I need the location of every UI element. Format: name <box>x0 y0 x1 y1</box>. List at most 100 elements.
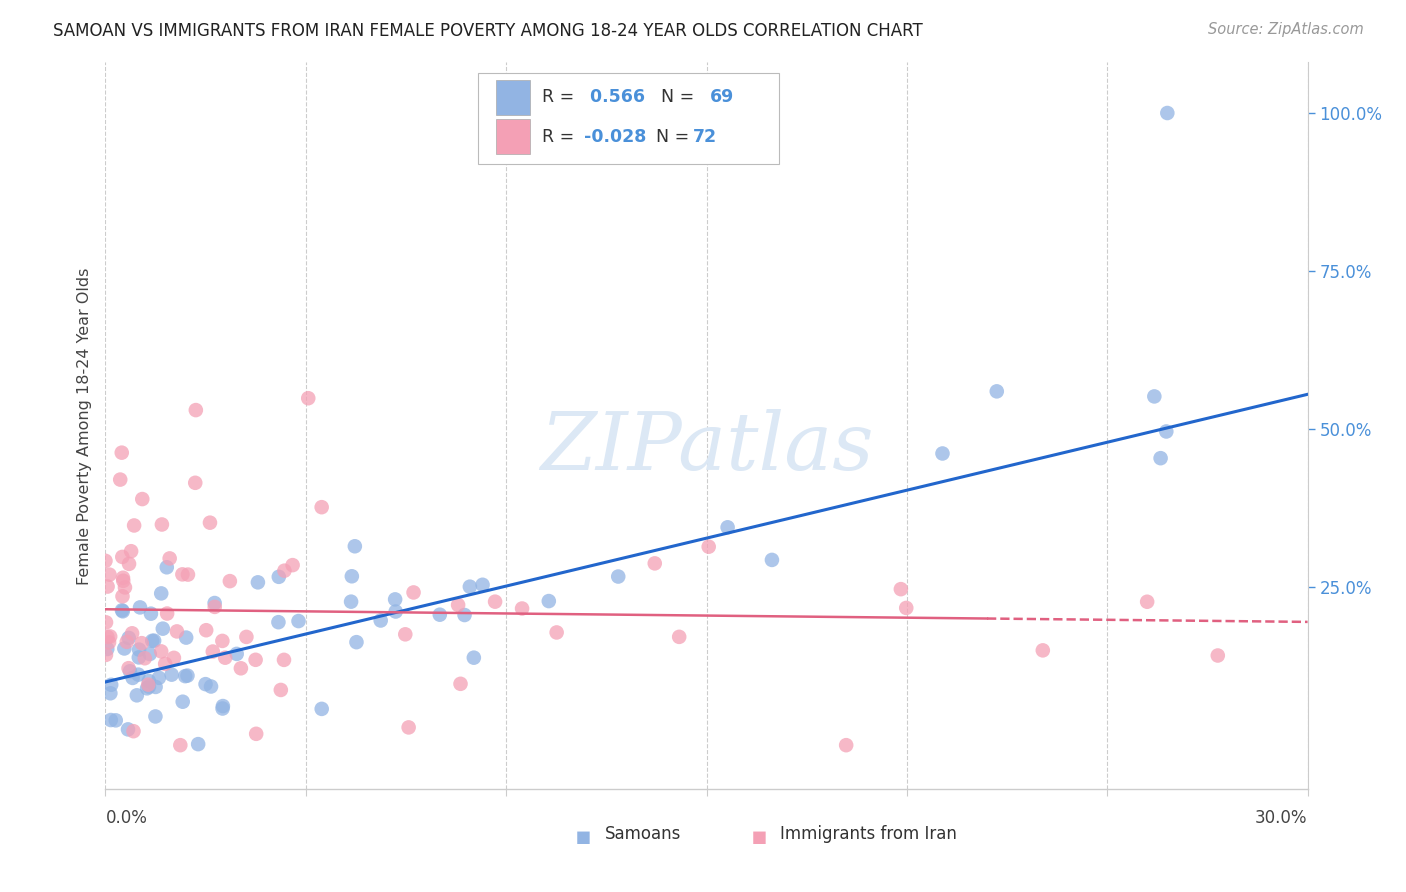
Text: SAMOAN VS IMMIGRANTS FROM IRAN FEMALE POVERTY AMONG 18-24 YEAR OLDS CORRELATION : SAMOAN VS IMMIGRANTS FROM IRAN FEMALE PO… <box>53 22 924 40</box>
Point <box>98 630 121 644</box>
Point <box>172 567 194 582</box>
Point <box>174 631 197 645</box>
Point <box>112 641 135 656</box>
Point <box>211 701 233 715</box>
Text: N =: N = <box>650 88 700 106</box>
Point <box>546 625 568 640</box>
Point <box>118 557 141 571</box>
Point <box>218 574 240 588</box>
Point <box>644 557 666 571</box>
Text: 72: 72 <box>693 128 717 146</box>
Point <box>311 702 333 716</box>
Point <box>100 713 122 727</box>
Point <box>104 714 127 728</box>
Text: N =: N = <box>657 128 695 146</box>
Point <box>537 594 560 608</box>
Point <box>450 677 472 691</box>
Point <box>166 624 188 639</box>
Point <box>204 599 226 614</box>
Point <box>94 648 117 662</box>
Point <box>211 634 233 648</box>
Point <box>717 520 740 534</box>
Point <box>370 614 392 628</box>
Point <box>835 738 858 752</box>
Point <box>156 607 179 621</box>
Point <box>138 680 160 694</box>
Point <box>159 551 181 566</box>
Point <box>111 604 134 618</box>
Point <box>163 651 186 665</box>
Point <box>131 636 153 650</box>
Point <box>931 446 953 460</box>
Point <box>94 615 117 630</box>
FancyBboxPatch shape <box>496 79 530 114</box>
Point <box>177 567 200 582</box>
Text: Samoans: Samoans <box>605 825 681 843</box>
Point <box>1206 648 1229 663</box>
Point <box>447 598 470 612</box>
Text: R =: R = <box>541 128 579 146</box>
Point <box>128 650 150 665</box>
Text: 0.0%: 0.0% <box>105 809 148 827</box>
Point <box>1149 451 1171 466</box>
Point <box>297 391 319 405</box>
FancyBboxPatch shape <box>496 119 530 154</box>
Point <box>270 682 292 697</box>
Point <box>111 549 134 564</box>
Point <box>97 580 120 594</box>
Text: Immigrants from Iran: Immigrants from Iran <box>780 825 957 843</box>
Point <box>194 677 217 691</box>
Point <box>122 724 145 739</box>
Point <box>110 473 132 487</box>
Point <box>214 650 236 665</box>
Y-axis label: Female Poverty Among 18-24 Year Olds: Female Poverty Among 18-24 Year Olds <box>76 268 91 584</box>
Point <box>139 607 162 621</box>
Point <box>143 633 166 648</box>
Point <box>127 667 149 681</box>
Point <box>245 653 267 667</box>
Point <box>156 560 179 574</box>
Point <box>153 657 176 671</box>
Point <box>453 607 475 622</box>
Text: 0.566: 0.566 <box>583 88 645 106</box>
Point <box>141 633 163 648</box>
Point <box>111 571 134 585</box>
Point <box>136 678 159 692</box>
Point <box>138 673 160 688</box>
Point <box>273 564 295 578</box>
Point <box>311 500 333 515</box>
Point <box>287 614 309 628</box>
Point <box>1032 643 1054 657</box>
Point <box>115 635 138 649</box>
Point <box>510 601 533 615</box>
Point <box>346 635 368 649</box>
Point <box>169 738 191 752</box>
Point <box>117 723 139 737</box>
Point <box>148 671 170 685</box>
Point <box>121 671 143 685</box>
Point <box>267 570 290 584</box>
Point <box>668 630 690 644</box>
Text: -0.028: -0.028 <box>583 128 647 146</box>
Point <box>145 709 167 723</box>
Point <box>1143 389 1166 403</box>
Point <box>121 626 143 640</box>
Point <box>761 553 783 567</box>
Point <box>128 642 150 657</box>
Point <box>176 668 198 682</box>
Point <box>152 622 174 636</box>
Point <box>200 680 222 694</box>
Point <box>697 540 720 554</box>
Point <box>96 630 118 644</box>
Point <box>245 727 267 741</box>
Point <box>118 665 141 679</box>
Point <box>281 558 304 573</box>
Point <box>402 585 425 599</box>
Point <box>343 539 366 553</box>
Point <box>484 595 506 609</box>
Point <box>111 589 134 603</box>
Point <box>98 567 121 582</box>
Point <box>125 689 148 703</box>
Text: 30.0%: 30.0% <box>1256 809 1308 827</box>
Point <box>1136 595 1159 609</box>
